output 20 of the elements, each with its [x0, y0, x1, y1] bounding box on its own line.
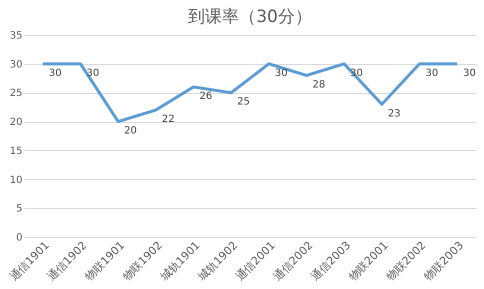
- data-label: 30: [463, 68, 476, 79]
- data-label: 26: [200, 90, 212, 102]
- y-tick-label: 30: [10, 59, 22, 70]
- data-label: 30: [274, 68, 288, 79]
- chart-title: 到课率（30分）: [188, 7, 312, 27]
- data-label: 23: [388, 108, 401, 120]
- y-tick-label: 35: [10, 30, 22, 42]
- y-tick-label: 0: [16, 232, 22, 244]
- y-tick-label: 10: [10, 174, 22, 186]
- y-tick-label: 5: [16, 204, 22, 215]
- data-label: 28: [312, 79, 326, 90]
- y-tick-label: 15: [10, 146, 22, 157]
- y-tick-label: 25: [10, 88, 22, 100]
- data-label: 30: [48, 68, 62, 79]
- data-label: 22: [162, 114, 175, 126]
- data-label: 30: [426, 68, 438, 79]
- data-label: 25: [237, 96, 250, 108]
- line-series: [41, 62, 459, 124]
- y-tick-label: 20: [10, 117, 22, 128]
- data-label: 20: [124, 126, 137, 137]
